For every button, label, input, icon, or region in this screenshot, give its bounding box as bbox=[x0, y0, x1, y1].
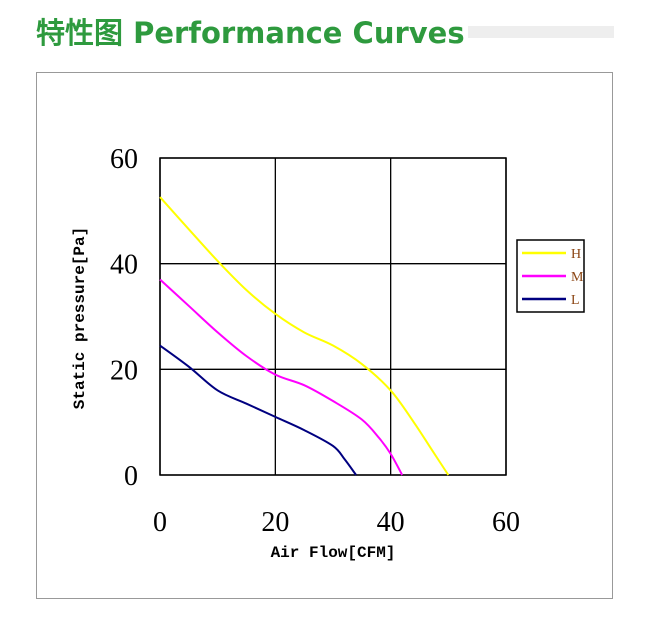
series-line-L bbox=[159, 344, 357, 476]
x-tick-label: 40 bbox=[377, 507, 405, 538]
x-tick-label: 0 bbox=[153, 507, 167, 538]
y-tick-label: 20 bbox=[110, 355, 138, 386]
page-title: 特性图 Performance Curves bbox=[36, 16, 465, 50]
title-underline-bar bbox=[468, 26, 614, 38]
x-tick-label: 20 bbox=[261, 507, 289, 538]
y-tick-label: 60 bbox=[110, 144, 138, 175]
plot-area bbox=[159, 157, 507, 476]
x-axis-label: Air Flow[CFM] bbox=[271, 544, 396, 562]
series-line-M bbox=[159, 278, 404, 476]
legend-label-M: M bbox=[571, 270, 584, 285]
chart-frame bbox=[36, 72, 613, 599]
legend-label-L: L bbox=[571, 293, 580, 308]
y-tick-label: 40 bbox=[110, 250, 138, 281]
y-tick-label: 0 bbox=[124, 461, 138, 492]
y-axis-label: Static pressure[Pa] bbox=[71, 227, 89, 409]
x-tick-label: 60 bbox=[492, 507, 520, 538]
legend-label-H: H bbox=[571, 247, 581, 262]
series-line-H bbox=[159, 196, 450, 476]
